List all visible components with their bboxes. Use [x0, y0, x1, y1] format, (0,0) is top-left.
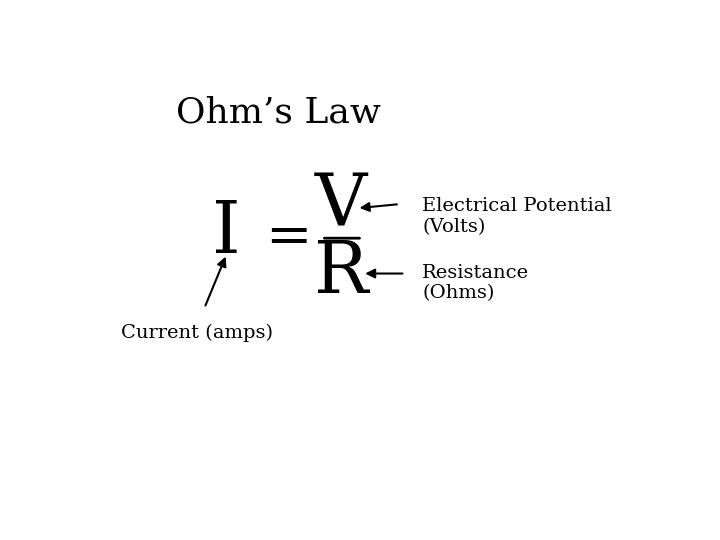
Text: Resistance
(Ohms): Resistance (Ohms)	[422, 264, 529, 302]
Text: V: V	[315, 171, 367, 241]
Text: Electrical Potential
(Volts): Electrical Potential (Volts)	[422, 197, 611, 236]
Text: R: R	[314, 238, 369, 308]
Text: I: I	[212, 198, 241, 268]
Text: Ohm’s Law: Ohm’s Law	[176, 96, 382, 130]
Text: Current (amps): Current (amps)	[121, 324, 273, 342]
Text: =: =	[265, 210, 311, 265]
